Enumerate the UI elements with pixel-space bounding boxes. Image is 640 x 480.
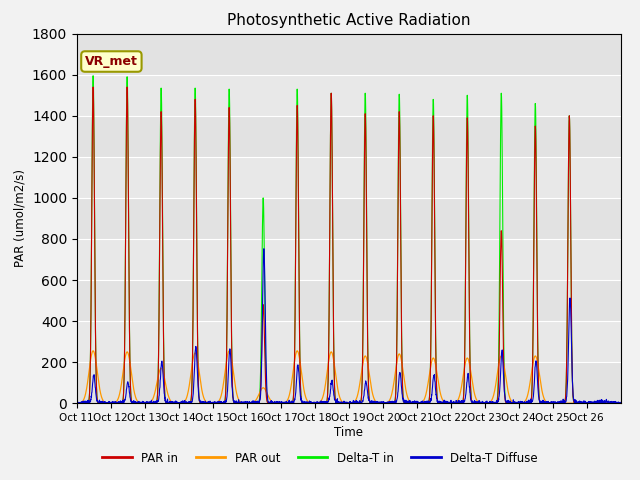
PAR out <box>609 400 617 406</box>
Delta-T in <box>73 400 81 406</box>
PAR in <box>89 84 97 90</box>
Delta-T in <box>245 400 253 406</box>
PAR in <box>609 400 617 406</box>
Delta-T Diffuse <box>127 399 135 405</box>
PAR in <box>513 400 520 406</box>
Bar <box>77 34 621 75</box>
Line: Delta-T Diffuse: Delta-T Diffuse <box>77 249 621 403</box>
Bar <box>77 280 621 321</box>
Delta-T Diffuse <box>513 400 521 406</box>
PAR in <box>543 400 551 406</box>
Delta-T in <box>609 400 617 406</box>
PAR out <box>73 400 81 406</box>
PAR in <box>381 400 389 406</box>
PAR out <box>245 400 253 406</box>
Delta-T in <box>89 73 97 79</box>
PAR out <box>513 400 520 406</box>
Line: Delta-T in: Delta-T in <box>77 76 621 403</box>
Delta-T Diffuse <box>74 400 82 406</box>
PAR out <box>617 400 625 406</box>
Delta-T Diffuse <box>544 400 552 406</box>
Delta-T in <box>381 400 389 406</box>
Bar <box>77 362 621 403</box>
Bar <box>77 198 621 239</box>
PAR out <box>381 400 389 406</box>
Line: PAR out: PAR out <box>77 351 621 403</box>
Text: VR_met: VR_met <box>85 55 138 68</box>
Delta-T Diffuse <box>260 246 268 252</box>
Delta-T in <box>543 400 551 406</box>
Title: Photosynthetic Active Radiation: Photosynthetic Active Radiation <box>227 13 470 28</box>
PAR out <box>225 348 233 354</box>
Delta-T Diffuse <box>245 400 253 406</box>
Y-axis label: PAR (umol/m2/s): PAR (umol/m2/s) <box>13 169 26 267</box>
Delta-T Diffuse <box>73 400 81 406</box>
PAR in <box>127 398 135 404</box>
PAR in <box>73 400 81 406</box>
Delta-T in <box>617 400 625 406</box>
PAR out <box>543 400 551 406</box>
Line: PAR in: PAR in <box>77 87 621 403</box>
Delta-T in <box>513 400 520 406</box>
PAR in <box>617 400 625 406</box>
Delta-T in <box>127 398 135 404</box>
Legend: PAR in, PAR out, Delta-T in, Delta-T Diffuse: PAR in, PAR out, Delta-T in, Delta-T Dif… <box>97 447 543 469</box>
Delta-T Diffuse <box>617 399 625 405</box>
Delta-T Diffuse <box>610 400 618 406</box>
Bar <box>77 116 621 157</box>
X-axis label: Time: Time <box>334 426 364 439</box>
Delta-T Diffuse <box>382 400 390 406</box>
PAR in <box>245 400 253 406</box>
PAR out <box>127 369 135 374</box>
